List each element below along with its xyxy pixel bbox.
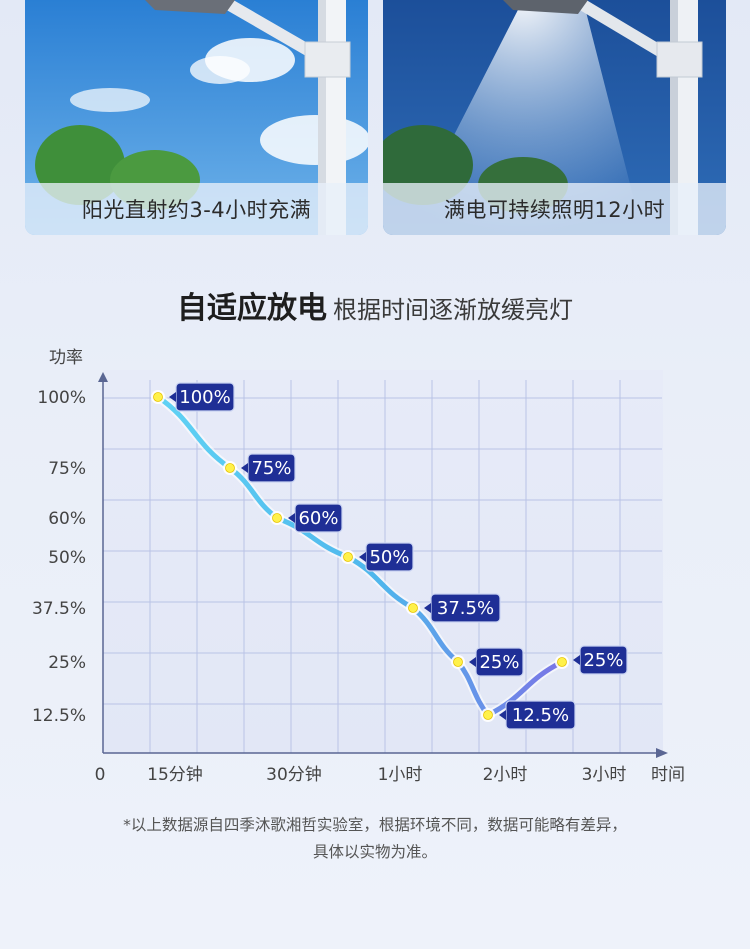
data-label-pointer bbox=[241, 463, 248, 473]
photo-night-lighting: 满电可持续照明12小时 bbox=[383, 0, 726, 235]
chart-heading: 自适应放电 根据时间逐渐放缓亮灯 bbox=[0, 283, 750, 327]
data-label: 50% bbox=[369, 547, 409, 568]
y-tick-label: 50% bbox=[48, 548, 86, 568]
data-label: 60% bbox=[298, 508, 338, 529]
data-label: 37.5% bbox=[437, 598, 494, 619]
y-tick-label: 12.5% bbox=[32, 706, 86, 726]
data-point bbox=[343, 552, 353, 562]
data-point bbox=[272, 513, 282, 523]
data-point bbox=[483, 710, 493, 720]
chart-data-labels: 100% 75% 60% 50% 37.5% 25% 12.5% 25% bbox=[169, 382, 628, 730]
x-axis-title: 时间 bbox=[651, 765, 685, 785]
data-label: 25% bbox=[583, 650, 623, 671]
data-point bbox=[408, 603, 418, 613]
data-label-pointer bbox=[499, 710, 506, 720]
data-label-pointer bbox=[359, 552, 366, 562]
data-label: 100% bbox=[179, 387, 230, 408]
y-tick-label: 37.5% bbox=[32, 599, 86, 619]
data-label-pointer bbox=[424, 603, 431, 613]
footnote: *以上数据源自四季沐歌湘哲实验室，根据环境不同，数据可能略有差异， 具体以实物为… bbox=[0, 812, 750, 866]
data-label-pointer bbox=[288, 513, 295, 523]
x-tick-label: 30分钟 bbox=[266, 765, 322, 785]
photo-caption-right: 满电可持续照明12小时 bbox=[383, 183, 726, 235]
y-tick-label: 100% bbox=[37, 388, 86, 408]
data-point bbox=[225, 463, 235, 473]
data-label: 12.5% bbox=[512, 705, 569, 726]
footnote-line-2: 具体以实物为准。 bbox=[312, 843, 437, 861]
data-label-pointer bbox=[573, 655, 580, 665]
data-point bbox=[557, 657, 567, 667]
heading-bold: 自适应放电 bbox=[177, 291, 327, 326]
photo-sunlight-charging: 阳光直射约3-4小时充满 bbox=[25, 0, 368, 235]
data-label: 25% bbox=[479, 652, 519, 673]
x-tick-label: 3小时 bbox=[582, 765, 627, 785]
x-tick-label: 2小时 bbox=[483, 765, 528, 785]
data-point bbox=[153, 392, 163, 402]
photo-caption-left: 阳光直射约3-4小时充满 bbox=[25, 183, 368, 235]
chart-grid bbox=[103, 380, 662, 753]
chart-axes bbox=[98, 372, 668, 758]
data-label-pointer bbox=[169, 392, 176, 402]
data-point bbox=[453, 657, 463, 667]
chart-series bbox=[151, 390, 569, 722]
x-axis-arrow bbox=[656, 748, 668, 758]
origin-label: 0 bbox=[95, 765, 106, 785]
y-axis-title: 功率 bbox=[49, 348, 83, 368]
heading-sub: 根据时间逐渐放缓亮灯 bbox=[333, 296, 573, 324]
footnote-line-1: *以上数据源自四季沐歌湘哲实验室，根据环境不同，数据可能略有差异， bbox=[123, 816, 627, 834]
data-label: 75% bbox=[251, 458, 291, 479]
y-tick-label: 60% bbox=[48, 509, 86, 529]
y-tick-label: 75% bbox=[48, 459, 86, 479]
y-axis-arrow bbox=[98, 372, 108, 382]
y-tick-label: 25% bbox=[48, 653, 86, 673]
x-tick-label: 1小时 bbox=[378, 765, 423, 785]
data-label-pointer bbox=[469, 657, 476, 667]
x-tick-label: 15分钟 bbox=[147, 765, 203, 785]
